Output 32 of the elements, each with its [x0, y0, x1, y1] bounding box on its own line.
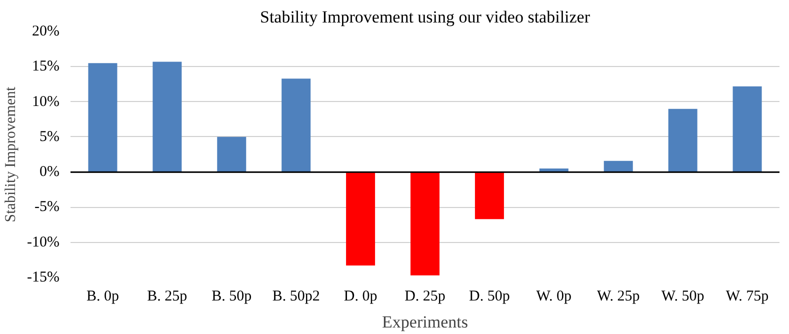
bar	[732, 86, 762, 172]
y-axis-title: Stability Improvement	[3, 86, 20, 222]
y-tick-label: -5%	[34, 199, 60, 216]
x-tick-label: W. 50p	[661, 288, 704, 304]
x-axis-title: Experiments	[382, 312, 468, 332]
x-tick-label: B. 0p	[86, 288, 119, 304]
x-tick-label: D. 50p	[469, 288, 510, 304]
x-tick-label: B. 50p2	[272, 288, 320, 304]
y-tick-label: -15%	[27, 270, 60, 286]
x-tick-label: W. 0p	[536, 288, 572, 304]
bar	[152, 62, 182, 172]
y-tick-label: 5%	[40, 128, 60, 145]
y-tick-label: 0%	[40, 164, 60, 180]
y-tick-label: 10%	[32, 94, 60, 110]
bar	[88, 63, 118, 172]
y-tick-label: 15%	[32, 58, 60, 75]
x-tick-label: B. 25p	[147, 288, 188, 304]
bar	[474, 172, 504, 220]
bar	[604, 160, 633, 172]
bar	[346, 172, 376, 266]
bar	[217, 136, 246, 172]
bar	[668, 108, 698, 172]
x-tick-label: D. 25p	[404, 288, 446, 304]
x-tick-label: B. 50p	[212, 288, 252, 304]
x-tick-label: W. 25p	[596, 288, 640, 304]
x-tick-label: W. 75p	[726, 288, 769, 304]
x-tick-label: D. 0p	[344, 288, 378, 304]
chart-title: Stability Improvement using our video stabilizer	[260, 8, 590, 26]
bar	[282, 78, 311, 172]
bar	[410, 172, 440, 276]
y-tick-label: 20%	[32, 24, 60, 40]
y-tick-label: -10%	[27, 234, 60, 250]
